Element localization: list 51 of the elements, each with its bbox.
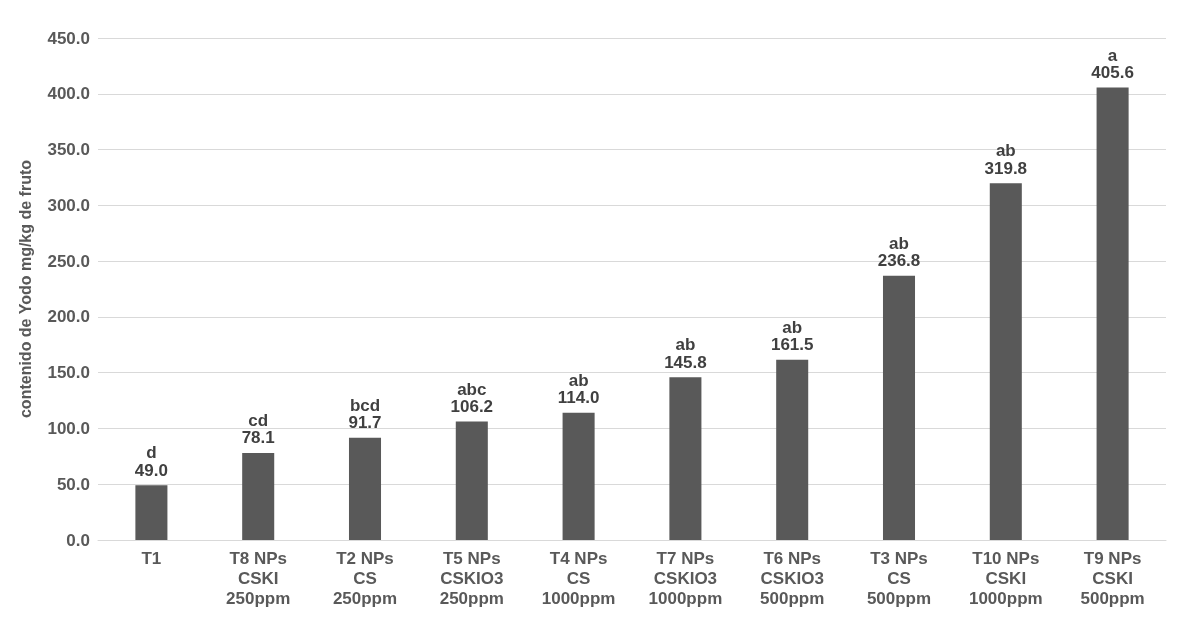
x-tick-label: T10 NPs CSKI 1000ppm [968,548,1043,608]
bar [455,421,488,540]
x-tick-label: T5 NPs CSKIO3 250ppm [439,548,504,608]
y-tick-label: 450.0 [47,28,90,48]
annotation: cd [248,410,269,430]
y-tick-label: 200.0 [47,307,90,327]
x-tick-label: T9 NPs CSKI 500ppm [1080,548,1145,608]
data-label: 91.7 [348,413,382,433]
x-tick-label: T8 NPs CSKI 250ppm [226,548,291,608]
x-tick-label: T3 NPs CS 500ppm [866,548,932,608]
x-tick-label: T2 NPs CS 250ppm [332,548,398,608]
y-tick-label: 150.0 [47,363,90,383]
data-label: 319.8 [984,158,1028,178]
data-label: 405.6 [1091,63,1134,83]
annotation: abc [457,379,487,399]
data-label: 49.0 [134,460,168,480]
annotation: d [146,443,157,463]
bar [348,437,382,540]
x-tick-label: T1 [141,548,162,568]
x-tick-label: T7 NPs CSKIO3 1000ppm [648,548,723,608]
data-label: 236.8 [877,251,921,271]
data-label: 106.2 [450,397,494,417]
annotation: ab [889,233,909,253]
bar [562,412,595,540]
y-tick-label: 350.0 [47,140,90,160]
y-tick-label: 400.0 [47,84,90,104]
y-tick-label: 100.0 [47,418,90,438]
bar [882,275,916,540]
y-tick-label: 300.0 [47,195,90,215]
y-axis-title: contenido de Yodo mg/kg de fruto [16,159,34,419]
data-label: 78.1 [241,428,275,448]
bar [1096,87,1129,540]
data-label: 145.8 [664,352,707,372]
annotation: a [1107,45,1118,65]
bar [242,452,275,540]
y-tick-label: 250.0 [47,251,90,271]
y-tick-label: 0.0 [66,530,90,550]
annotation: ab [568,370,589,390]
bar [669,377,702,540]
annotation: ab [782,317,803,337]
x-tick-label: T6 NPs CSKIO3 500ppm [760,548,825,608]
data-label: 161.5 [770,335,814,355]
data-label: 114.0 [557,388,600,408]
bar [776,359,809,540]
y-tick-label: 50.0 [56,474,90,494]
annotation: bcd [349,395,381,415]
x-tick-label: T4 NPs CS 1000ppm [541,548,616,608]
bar [989,183,1022,540]
annotation: ab [675,335,696,355]
annotation: ab [995,141,1016,161]
bar [135,485,168,540]
